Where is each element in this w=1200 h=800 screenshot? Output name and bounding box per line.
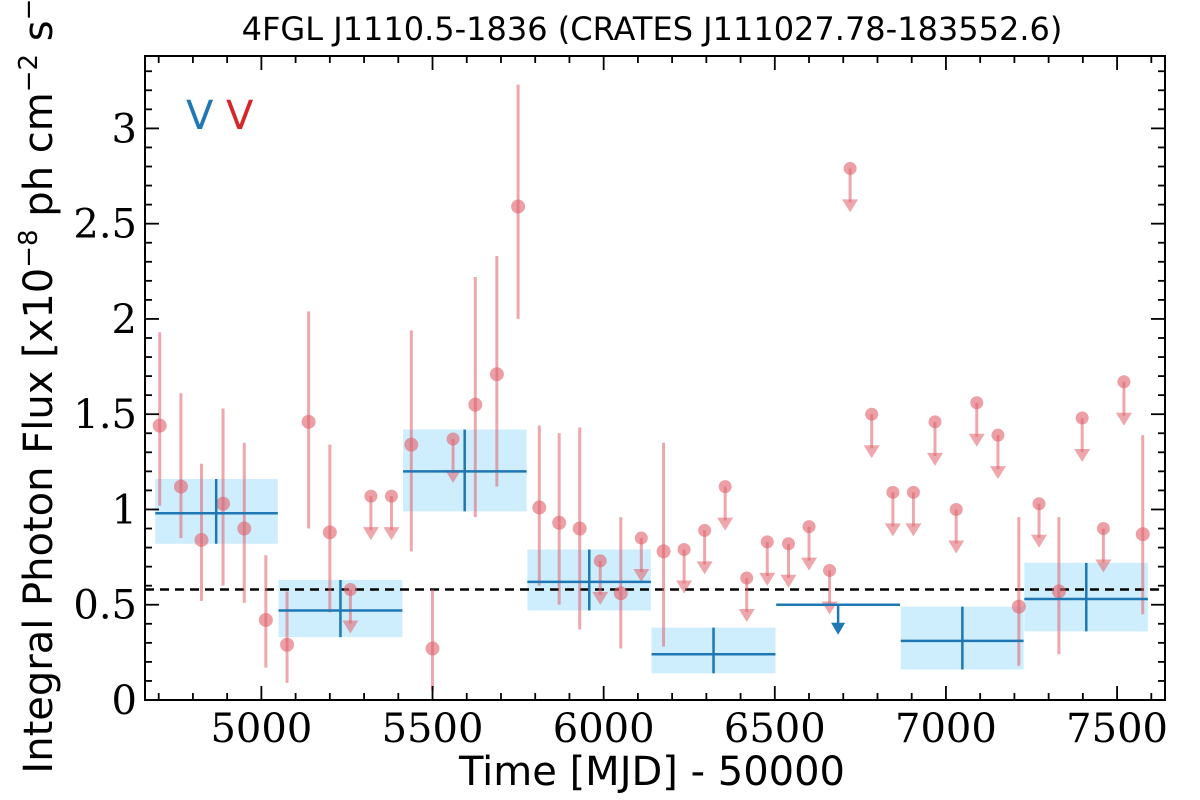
- fine-upper-limit-arrow: [383, 527, 400, 541]
- x-tick-label: 7000: [895, 706, 997, 752]
- fine-upper-limit-arrow: [362, 527, 379, 541]
- fine-data-point: [258, 612, 273, 627]
- fine-upper-limit-arrow: [696, 561, 713, 575]
- fine-upper-limit-marker: [823, 563, 837, 577]
- fine-upper-limit-arrow: [592, 591, 609, 605]
- fine-data-point: [552, 515, 567, 530]
- fine-data-point: [1051, 584, 1066, 599]
- fine-upper-limit-arrow: [905, 523, 922, 537]
- fine-upper-limit-arrow: [1095, 559, 1112, 573]
- fine-data-point: [404, 437, 419, 452]
- coarse-upper-limit-arrow: [831, 622, 846, 635]
- y-tick-label: 3: [112, 106, 137, 152]
- fine-upper-limit-marker: [384, 489, 398, 503]
- y-tick-label: 2.5: [73, 202, 137, 248]
- fine-upper-limit-arrow: [821, 601, 838, 615]
- fine-upper-limit-arrow: [968, 433, 985, 447]
- fine-upper-limit-arrow: [676, 580, 693, 594]
- fine-upper-limit-marker: [802, 520, 816, 534]
- fine-data-point: [1011, 599, 1026, 614]
- x-tick-label: 5000: [210, 706, 312, 752]
- fine-upper-limit-arrow: [342, 620, 359, 634]
- y-tick-label: 1: [112, 487, 137, 533]
- fine-upper-limit-marker: [781, 537, 795, 551]
- fine-upper-limit-marker: [634, 531, 648, 545]
- fine-upper-limit-marker: [740, 571, 754, 585]
- fine-data-point: [489, 367, 504, 382]
- fine-upper-limit-arrow: [989, 466, 1006, 480]
- fine-upper-limit-marker: [364, 489, 378, 503]
- fine-data-point: [425, 641, 440, 656]
- fine-upper-limit-marker: [718, 480, 732, 494]
- fine-upper-limit-arrow: [926, 452, 943, 466]
- variability-tag-fine: V: [226, 93, 254, 139]
- fine-upper-limit-marker: [593, 554, 607, 568]
- fine-data-point: [613, 586, 628, 601]
- fine-upper-limit-marker: [343, 582, 357, 596]
- fine-upper-limit-marker: [1096, 522, 1110, 536]
- fine-upper-limit-arrow: [717, 517, 734, 531]
- plot-area: 5000 5500 6000 6500 7000 7500 0 0.5 1 1.5 2 2.5 3: [73, 55, 1168, 752]
- fine-upper-limit-marker: [949, 502, 963, 516]
- fine-data-point: [532, 500, 547, 515]
- fine-upper-limit-marker: [1075, 411, 1089, 425]
- fine-upper-limit-arrow: [948, 540, 965, 554]
- fine-data-point: [152, 418, 167, 433]
- fine-upper-limit-marker: [446, 432, 460, 446]
- fine-upper-limit-arrow: [1074, 449, 1091, 463]
- fine-data-point: [656, 544, 671, 559]
- fine-data-point: [572, 521, 587, 536]
- y-tick-label: 0: [112, 678, 137, 724]
- fine-upper-limit-arrow: [759, 572, 776, 586]
- fine-upper-limit-marker: [1117, 375, 1131, 389]
- y-axis-label: Integral Photon Flux [x10−8 ph cm−2 s−1]: [14, 0, 62, 774]
- fine-upper-limit-arrow: [445, 469, 462, 483]
- y-tick-label: 0.5: [73, 583, 137, 629]
- fine-upper-limit-marker: [760, 535, 774, 549]
- plot-frame: [144, 55, 1166, 701]
- fine-data-point: [468, 397, 483, 412]
- fine-upper-limit-marker: [906, 485, 920, 499]
- fine-data-point: [301, 414, 316, 429]
- fine-upper-limit-marker: [865, 407, 879, 421]
- fine-upper-limit-arrow: [738, 609, 755, 623]
- fine-upper-limit-marker: [677, 542, 691, 556]
- fine-upper-limit-marker: [928, 415, 942, 429]
- y-tick-label: 1.5: [73, 392, 137, 438]
- fine-data-point: [194, 532, 209, 547]
- x-tick-label: 6500: [724, 706, 826, 752]
- fine-upper-limit-marker: [843, 161, 857, 175]
- fine-data-point: [280, 637, 295, 652]
- fine-upper-limit-arrow: [863, 445, 880, 459]
- fine-upper-limit-arrow: [633, 569, 650, 583]
- y-tick-label: 2: [112, 297, 137, 343]
- fine-data-point: [1135, 527, 1150, 542]
- x-axis-label: Time [MJD] - 50000: [458, 749, 845, 795]
- fine-upper-limit-marker: [991, 428, 1005, 442]
- fine-upper-limit-arrow: [1031, 534, 1048, 548]
- fine-data-point: [173, 479, 188, 494]
- fine-data-point: [237, 521, 252, 536]
- fine-upper-limit-arrow: [842, 199, 859, 213]
- fine-data-point: [322, 525, 337, 540]
- fine-upper-limit-arrow: [1115, 412, 1132, 426]
- fine-upper-limit-arrow: [780, 574, 797, 588]
- chart-title: 4FGL J1110.5-1836 (CRATES J111027.78-183…: [242, 10, 1063, 48]
- fine-upper-limit-arrow: [801, 557, 818, 571]
- fine-upper-limit-marker: [886, 485, 900, 499]
- fine-upper-limit-marker: [970, 396, 984, 410]
- fine-data-point: [216, 496, 231, 511]
- x-tick-label: 6000: [553, 706, 655, 752]
- fine-upper-limit-arrow: [884, 523, 901, 537]
- x-tick-label: 7500: [1066, 706, 1168, 752]
- variability-tag-coarse: V: [186, 93, 214, 139]
- x-tick-label: 5500: [382, 706, 484, 752]
- fine-upper-limit-marker: [1032, 497, 1046, 511]
- fine-data-point: [511, 199, 526, 214]
- fine-upper-limit-marker: [698, 523, 712, 537]
